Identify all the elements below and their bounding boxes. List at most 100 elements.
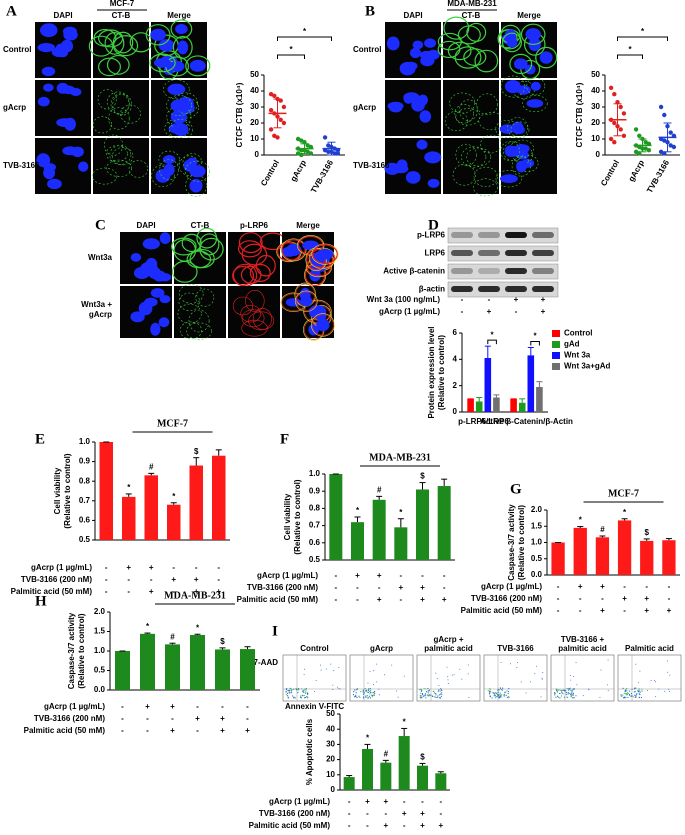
event xyxy=(554,694,556,696)
event xyxy=(368,695,370,697)
event xyxy=(562,689,565,691)
sig-label: * xyxy=(641,27,645,36)
membrane xyxy=(455,143,477,167)
nucleus xyxy=(173,123,189,137)
event xyxy=(558,689,560,691)
membrane xyxy=(104,32,125,55)
bar xyxy=(416,489,429,560)
event xyxy=(516,666,518,668)
condition-sign: - xyxy=(146,714,149,723)
nucleus xyxy=(424,38,437,48)
event xyxy=(561,690,563,692)
event xyxy=(569,674,571,676)
nucleus xyxy=(417,94,429,106)
chart-title: MCF-7 xyxy=(157,418,188,429)
condition-sign: - xyxy=(421,797,424,806)
event xyxy=(508,695,510,698)
event xyxy=(290,688,292,690)
event xyxy=(627,696,629,699)
membrane xyxy=(111,147,134,166)
nucleus xyxy=(316,248,334,260)
flow-title: TVB-3166 + xyxy=(561,635,605,644)
event xyxy=(557,696,560,698)
event xyxy=(427,690,429,692)
nucleus xyxy=(506,37,518,48)
event xyxy=(664,690,666,692)
membrane xyxy=(473,178,498,197)
event xyxy=(627,692,629,694)
event xyxy=(333,669,335,671)
band-label: LRP6 xyxy=(425,249,446,258)
event xyxy=(600,669,602,671)
flow-plot xyxy=(550,654,615,702)
event xyxy=(567,693,569,695)
nucleus xyxy=(525,28,541,41)
event xyxy=(491,697,493,699)
bar xyxy=(212,455,226,540)
y-tick-label: 0.6 xyxy=(79,516,91,525)
membrane xyxy=(311,243,339,265)
event xyxy=(561,692,563,694)
event xyxy=(572,697,575,699)
bar xyxy=(380,762,392,790)
event xyxy=(631,688,633,690)
y-tick-label: 50 xyxy=(250,70,259,79)
y-tick-label: 0 xyxy=(331,785,336,794)
event xyxy=(622,687,624,689)
condition-sign: + xyxy=(487,307,492,316)
point xyxy=(308,151,314,156)
condition-sign: - xyxy=(403,797,406,806)
nucleus xyxy=(514,144,530,154)
event xyxy=(638,688,640,690)
nucleus xyxy=(504,79,521,94)
event xyxy=(569,692,571,695)
event xyxy=(654,681,656,683)
event xyxy=(565,689,567,692)
event xyxy=(572,694,574,696)
event xyxy=(506,690,508,692)
membrane xyxy=(466,147,492,167)
condition-sign: - xyxy=(399,571,402,580)
event xyxy=(373,684,375,686)
membrane-red xyxy=(241,309,265,328)
condition-sign: + xyxy=(600,582,605,591)
event xyxy=(364,688,366,690)
flow-plot xyxy=(349,654,414,702)
panel-label: H xyxy=(35,593,47,609)
condition-sign: + xyxy=(622,594,627,603)
event xyxy=(639,690,641,692)
event xyxy=(356,696,358,699)
membrane xyxy=(104,134,124,156)
event xyxy=(403,675,405,677)
chart-title: MDA-MB-231 xyxy=(164,590,226,601)
condition-sign: - xyxy=(334,595,337,604)
event xyxy=(494,692,496,694)
event xyxy=(302,690,304,692)
event xyxy=(301,695,303,697)
nucleus xyxy=(409,47,421,59)
event xyxy=(632,696,634,698)
micrograph xyxy=(443,80,499,136)
y-tick-label: 30 xyxy=(250,102,259,111)
bar xyxy=(165,644,180,690)
event xyxy=(564,690,566,692)
condition-label: Wnt 3a (100 ng/mL) xyxy=(367,295,441,304)
bar xyxy=(167,504,181,540)
membrane xyxy=(170,19,193,39)
event xyxy=(441,694,443,696)
point xyxy=(633,127,639,132)
event xyxy=(535,665,537,667)
membrane xyxy=(526,77,546,96)
event xyxy=(439,693,442,695)
condition-sign: - xyxy=(348,809,351,818)
event xyxy=(294,697,296,699)
condition-sign: + xyxy=(667,606,672,615)
event xyxy=(374,690,376,693)
membrane xyxy=(509,53,533,75)
condition-sign: - xyxy=(557,594,560,603)
y-axis-label: Cell viability xyxy=(53,467,62,514)
band xyxy=(505,232,527,238)
nucleus xyxy=(189,178,203,193)
event xyxy=(438,689,440,691)
nucleus xyxy=(424,151,442,164)
